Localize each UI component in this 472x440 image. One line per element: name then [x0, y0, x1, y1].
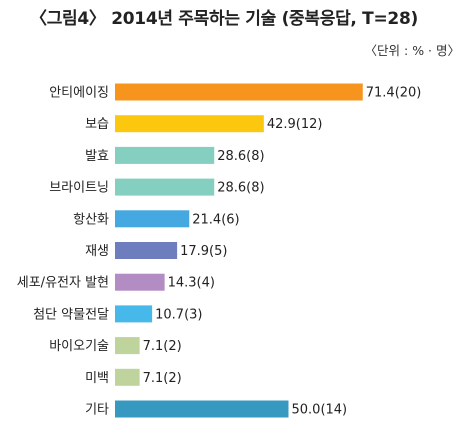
value-label-7: 10.7(3): [155, 307, 202, 322]
category-label-1: 보습: [85, 117, 109, 132]
bar-1: [115, 115, 264, 133]
bar-2: [115, 146, 215, 164]
category-label-4: 항산화: [73, 212, 109, 227]
category-label-3: 브라이트닝: [49, 181, 109, 196]
category-label-8: 바이오기술: [49, 339, 109, 354]
value-label-1: 42.9(12): [267, 117, 323, 132]
category-label-7: 첨단 약물전달: [33, 307, 109, 322]
value-label-9: 7.1(2): [143, 371, 182, 386]
category-label-9: 미백: [85, 371, 109, 386]
bar-9: [115, 368, 140, 386]
category-label-5: 재생: [85, 244, 109, 259]
value-label-5: 17.9(5): [180, 244, 227, 259]
bar-10: [115, 400, 289, 418]
value-label-0: 71.4(20): [366, 86, 422, 101]
bar-4: [115, 210, 190, 228]
category-label-6: 세포/유전자 발현: [17, 276, 109, 291]
bar-8: [115, 337, 140, 355]
bar-0: [115, 83, 363, 101]
chart-title: 〈그림4〉 2014년 주목하는 기술 (중복응답, T=28): [30, 9, 418, 29]
category-label-0: 안티에이징: [49, 86, 109, 101]
bar-6: [115, 273, 165, 291]
value-label-2: 28.6(8): [217, 149, 264, 164]
bar-7: [115, 305, 153, 323]
value-label-8: 7.1(2): [143, 339, 182, 354]
value-label-3: 28.6(8): [217, 181, 264, 196]
bar-5: [115, 242, 178, 259]
value-label-4: 21.4(6): [192, 212, 239, 227]
value-label-10: 50.0(14): [292, 403, 348, 418]
unit-label: 〈단위 : % · 명〉: [364, 43, 460, 58]
category-label-2: 발효: [85, 149, 109, 164]
category-label-10: 기타: [85, 403, 109, 418]
bar-3: [115, 178, 215, 196]
value-label-6: 14.3(4): [168, 276, 215, 291]
